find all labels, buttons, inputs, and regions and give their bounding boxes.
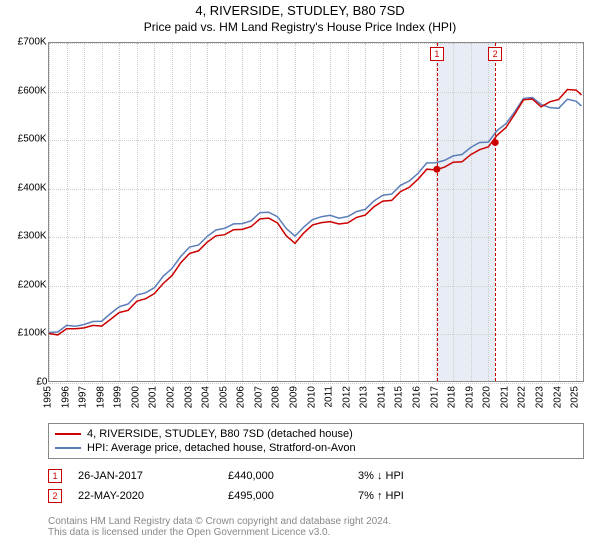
x-tick-label: 2014 xyxy=(376,386,387,408)
chart-marker-box: 2 xyxy=(488,47,502,61)
x-tick-label: 1998 xyxy=(95,386,106,408)
footer-line: This data is licensed under the Open Gov… xyxy=(48,527,584,538)
x-tick-label: 2013 xyxy=(359,386,370,408)
sale-marker: 1 xyxy=(48,469,62,483)
legend-label: 4, RIVERSIDE, STUDLEY, B80 7SD (detached… xyxy=(87,428,353,440)
x-tick-label: 2023 xyxy=(535,386,546,408)
y-tick-label: £500K xyxy=(18,134,47,145)
legend: 4, RIVERSIDE, STUDLEY, B80 7SD (detached… xyxy=(48,423,584,459)
sale-diff: 7% ↑ HPI xyxy=(358,490,478,502)
legend-label: HPI: Average price, detached house, Stra… xyxy=(87,442,356,454)
x-tick-label: 2003 xyxy=(183,386,194,408)
legend-item: HPI: Average price, detached house, Stra… xyxy=(55,441,577,455)
x-tick-label: 1995 xyxy=(43,386,54,408)
x-tick-label: 2005 xyxy=(218,386,229,408)
sales-row: 2 22-MAY-2020 £495,000 7% ↑ HPI xyxy=(48,486,584,506)
sale-date: 22-MAY-2020 xyxy=(78,490,228,502)
x-tick-label: 2024 xyxy=(552,386,563,408)
x-tick-label: 1999 xyxy=(113,386,124,408)
y-tick-label: £200K xyxy=(18,279,47,290)
x-tick-label: 2018 xyxy=(447,386,458,408)
y-tick-label: £300K xyxy=(18,231,47,242)
y-tick-label: £100K xyxy=(18,328,47,339)
sale-diff: 3% ↓ HPI xyxy=(358,470,478,482)
legend-swatch xyxy=(55,433,81,435)
x-tick-label: 2008 xyxy=(271,386,282,408)
x-tick-label: 2007 xyxy=(253,386,264,408)
sales-row: 1 26-JAN-2017 £440,000 3% ↓ HPI xyxy=(48,466,584,486)
x-tick-label: 2010 xyxy=(306,386,317,408)
x-tick-label: 2021 xyxy=(499,386,510,408)
x-tick-label: 2015 xyxy=(394,386,405,408)
x-tick-label: 2017 xyxy=(429,386,440,408)
x-tick-label: 2019 xyxy=(464,386,475,408)
x-tick-label: 2001 xyxy=(148,386,159,408)
x-tick-label: 2009 xyxy=(289,386,300,408)
x-tick-label: 2016 xyxy=(412,386,423,408)
y-tick-label: £700K xyxy=(18,37,47,48)
footer-line: Contains HM Land Registry data © Crown c… xyxy=(48,516,584,527)
chart-subtitle: Price paid vs. HM Land Registry's House … xyxy=(0,18,600,34)
legend-item: 4, RIVERSIDE, STUDLEY, B80 7SD (detached… xyxy=(55,427,577,441)
chart-title: 4, RIVERSIDE, STUDLEY, B80 7SD xyxy=(0,0,600,18)
sale-price: £495,000 xyxy=(228,490,358,502)
x-tick-label: 2022 xyxy=(517,386,528,408)
y-tick-label: £600K xyxy=(18,85,47,96)
x-tick-label: 1996 xyxy=(60,386,71,408)
sale-price: £440,000 xyxy=(228,470,358,482)
legend-swatch xyxy=(55,447,81,449)
sale-date: 26-JAN-2017 xyxy=(78,470,228,482)
x-tick-label: 2020 xyxy=(482,386,493,408)
x-tick-label: 2011 xyxy=(324,386,335,408)
x-tick-label: 2006 xyxy=(236,386,247,408)
footer: Contains HM Land Registry data © Crown c… xyxy=(48,516,584,538)
sales-table: 1 26-JAN-2017 £440,000 3% ↓ HPI 2 22-MAY… xyxy=(48,466,584,506)
x-tick-label: 2004 xyxy=(201,386,212,408)
x-tick-label: 2002 xyxy=(166,386,177,408)
chart-container: 4, RIVERSIDE, STUDLEY, B80 7SD Price pai… xyxy=(0,0,600,560)
x-tick-label: 2025 xyxy=(570,386,581,408)
line-layer xyxy=(49,43,583,381)
x-tick-label: 1997 xyxy=(78,386,89,408)
x-tick-label: 2012 xyxy=(341,386,352,408)
sale-marker: 2 xyxy=(48,489,62,503)
series-hpi xyxy=(49,98,582,333)
chart-marker-box: 1 xyxy=(430,47,444,61)
y-tick-label: £400K xyxy=(18,182,47,193)
x-tick-label: 2000 xyxy=(130,386,141,408)
plot-area: 12 xyxy=(48,42,584,382)
